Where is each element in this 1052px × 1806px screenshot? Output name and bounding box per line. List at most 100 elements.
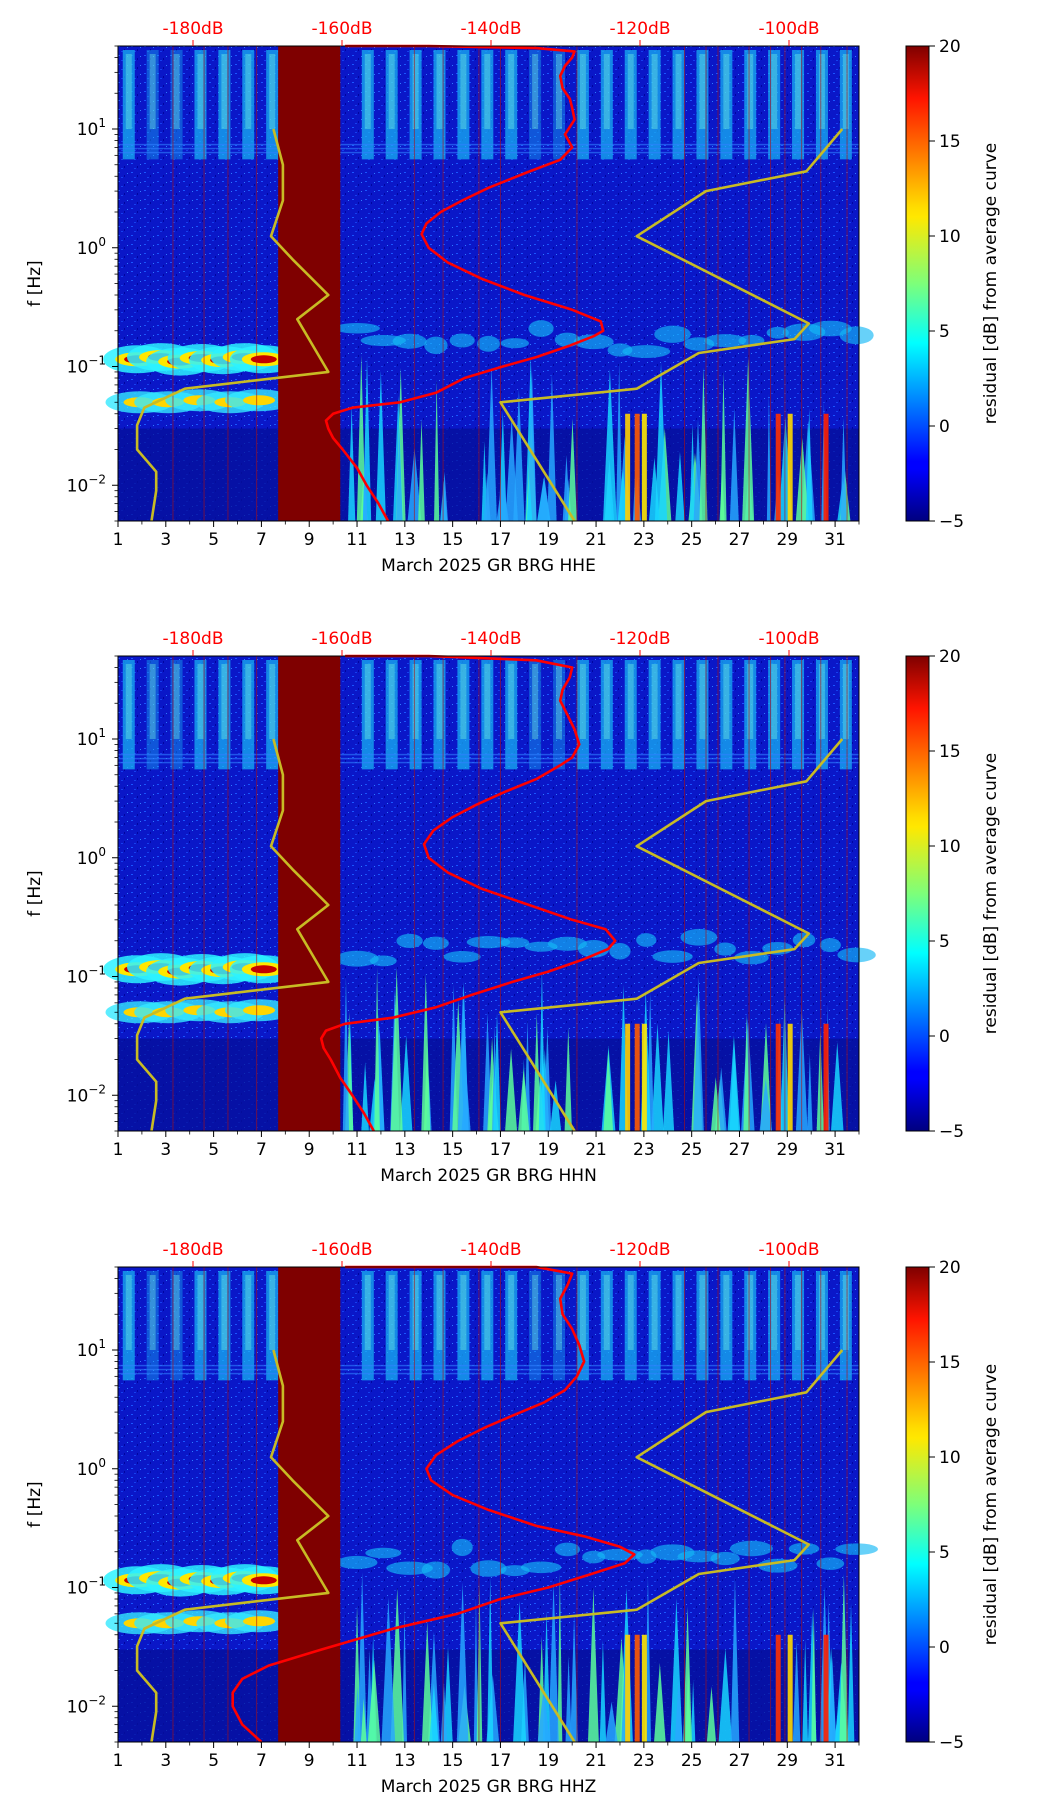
daily-noise-band-core	[771, 54, 778, 130]
strong-event	[634, 1023, 640, 1131]
event-spike	[570, 1615, 578, 1742]
daily-noise-band-core	[269, 54, 276, 130]
event-spike	[505, 1048, 518, 1131]
daily-noise-band-core	[675, 1275, 682, 1351]
horizontal-noise-line	[118, 1372, 859, 1375]
reference-curve	[135, 1349, 330, 1743]
x-tick-label: 13	[394, 530, 416, 550]
event-spike	[518, 1068, 530, 1131]
x-tick-label: 23	[633, 1140, 655, 1160]
daily-noise-band-core	[532, 664, 539, 740]
colorbar-gradient	[905, 45, 930, 522]
noise-patch	[365, 1547, 402, 1559]
event-spike	[605, 1701, 618, 1742]
reference-curve	[135, 738, 330, 1132]
daily-noise-band-core	[723, 54, 730, 130]
daily-noise-band-core	[412, 1275, 419, 1351]
daily-noise-band	[815, 660, 828, 770]
daily-noise-band	[744, 50, 757, 160]
colorbar: 20 15 10 5 0 −5	[905, 37, 964, 532]
daily-noise-band-core	[532, 54, 539, 130]
x-tick-label: 23	[633, 1751, 655, 1771]
event-spike	[456, 1582, 469, 1742]
event-spike	[587, 1587, 599, 1742]
x-tick-label: 3	[160, 1751, 171, 1771]
x-tick-label: 3	[160, 1140, 171, 1160]
event-spike	[603, 1049, 614, 1131]
x-tick-label: 17	[490, 1751, 512, 1771]
colorbar-tick-label: 5	[939, 932, 950, 952]
event-spike	[513, 389, 525, 521]
y-axis-label: f [Hz]	[25, 260, 45, 306]
daily-noise-band	[768, 1271, 781, 1381]
x-tick-label: 19	[537, 1140, 559, 1160]
event-spike	[374, 967, 380, 1131]
event-spike	[828, 1656, 837, 1742]
x-tick-label: 25	[681, 530, 703, 550]
daily-noise-band-core	[173, 664, 180, 740]
x-tick-label: 7	[256, 1751, 267, 1771]
horizontal-noise-line	[118, 151, 859, 154]
reference-curve	[135, 128, 330, 522]
daily-noise-band-core	[747, 54, 754, 130]
event-spike	[683, 1606, 692, 1742]
daily-noise-band	[720, 660, 733, 770]
colorbar-label: residual [dB] from average curve	[981, 143, 1001, 424]
daily-noise-band	[768, 660, 781, 770]
x-tick-label: 17	[490, 530, 512, 550]
event-spike	[795, 437, 809, 521]
daily-noise-band	[576, 50, 589, 160]
axes: 1 3 5 7 9 11 13 15 17 19 21 23 25 27 29 3110110010−110−…	[67, 19, 860, 550]
daily-noise-band-core	[842, 1275, 849, 1351]
daily-noise-band-core	[747, 1275, 754, 1351]
daily-noise-band	[242, 50, 255, 160]
top-db-tick-label: -120dB	[609, 19, 670, 39]
event-spike	[526, 476, 533, 521]
daily-noise-band	[481, 50, 494, 160]
strong-event	[625, 1023, 631, 1131]
daily-noise-band	[170, 50, 183, 160]
daily-noise-band	[768, 50, 781, 160]
event-spike	[805, 408, 813, 521]
daily-noise-band	[576, 1271, 589, 1381]
event-spike	[719, 469, 725, 521]
event-spike	[483, 472, 491, 521]
colorbar-tick-label: 15	[939, 132, 961, 152]
axes: 1 3 5 7 9 11 13 15 17 19 21 23 25 27 29 3110110010−110−…	[67, 629, 860, 1160]
strong-event	[634, 1634, 640, 1742]
x-tick-label: 21	[585, 530, 607, 550]
strong-event	[634, 413, 640, 521]
daily-noise-band-core	[460, 664, 467, 740]
reference-curve	[499, 128, 844, 522]
event-spike	[840, 417, 847, 521]
spectrogram-panel-hhn: 1 3 5 7 9 11 13 15 17 19 21 23 25 27 29 3110110010−110−…	[25, 629, 1001, 1186]
daily-noise-band-core	[364, 54, 371, 130]
noise-patch	[443, 951, 481, 963]
event-spike	[487, 1577, 494, 1742]
event-spike	[429, 1683, 439, 1742]
daily-noise-band-core	[508, 54, 515, 130]
y-tick-label: 10−2	[67, 1082, 106, 1106]
event-spike	[651, 1023, 664, 1131]
daily-noise-band	[385, 50, 398, 160]
event-spike	[690, 1680, 696, 1742]
daily-noise-band	[146, 660, 159, 770]
strong-event	[775, 413, 781, 521]
daily-noise-band	[242, 1271, 255, 1381]
y-tick-label: 10−2	[67, 472, 106, 496]
event-spike	[616, 362, 623, 521]
spectrogram-plot-area	[103, 44, 874, 522]
event-spike	[513, 1600, 527, 1742]
event-spike	[354, 1685, 361, 1742]
noise-patch	[609, 942, 631, 960]
noise-patch	[835, 1543, 878, 1555]
daily-noise-band-core	[149, 664, 156, 740]
colorbar: 20 15 10 5 0 −5	[905, 1258, 964, 1753]
daily-noise-band	[529, 660, 542, 770]
noise-patch	[336, 1555, 378, 1570]
y-tick-label: 100	[77, 845, 106, 869]
daily-noise-band-core	[627, 54, 634, 130]
event-spike	[729, 1042, 739, 1131]
daily-noise-band-core	[197, 664, 204, 740]
event-spike	[473, 1596, 479, 1742]
